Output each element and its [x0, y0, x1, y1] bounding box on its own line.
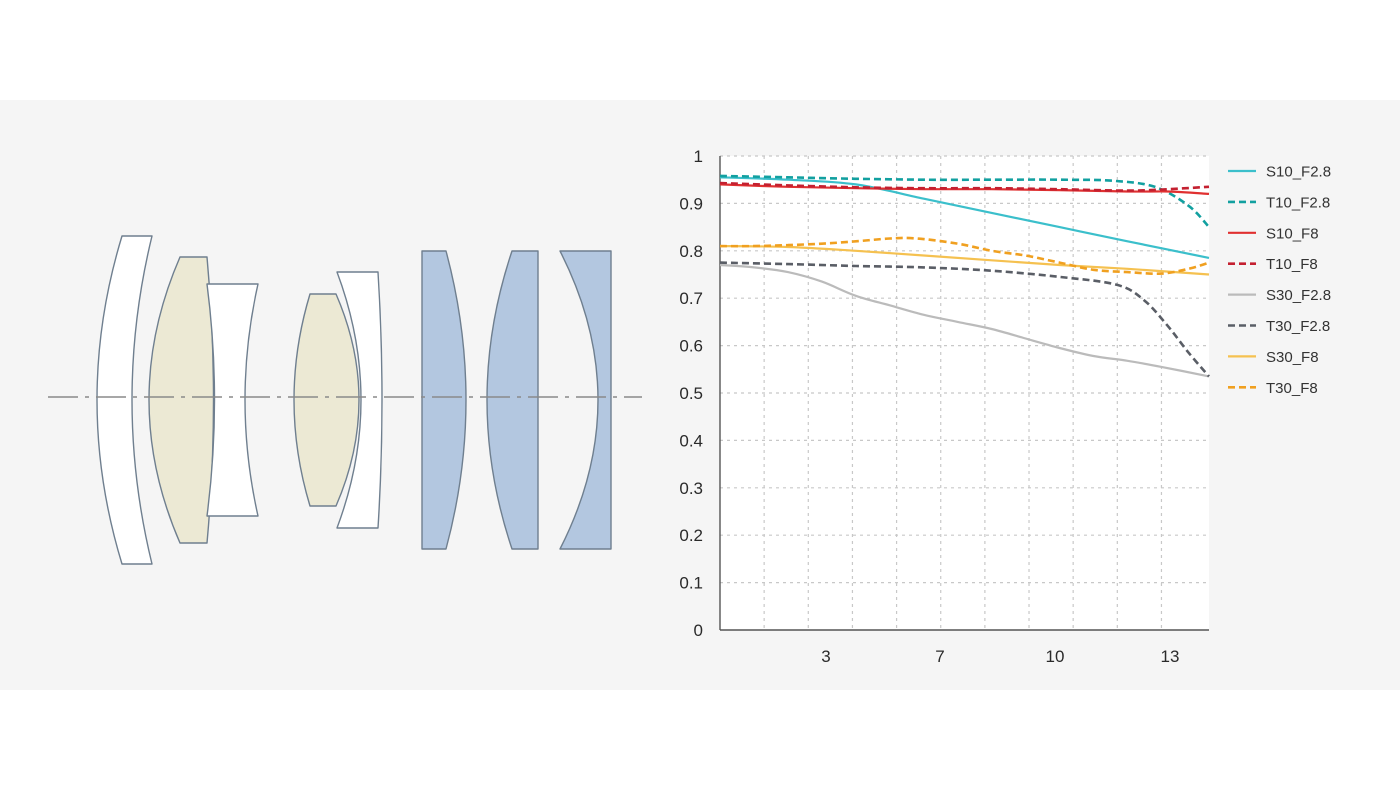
lens-element-6 [421, 250, 467, 550]
y-tick-label: 0.3 [679, 479, 703, 498]
series-line-t10-f2-8 [719, 174, 1210, 228]
y-tick-label: 0.5 [679, 384, 703, 403]
legend-label-t30-f2-8: T30_F2.8 [1266, 318, 1330, 335]
y-tick-label: 0.1 [679, 574, 703, 593]
series-line-s10-f2-8 [719, 176, 1210, 259]
series-line-s30-f8 [719, 245, 1210, 276]
y-tick-label: 0.4 [679, 431, 703, 450]
legend-label-t30-f8: T30_F8 [1266, 380, 1318, 397]
lens-element-8 [559, 250, 612, 550]
lens-element-7 [486, 250, 539, 550]
lens-element-1 [96, 235, 153, 565]
y-tick-label: 0.9 [679, 194, 703, 213]
x-tick-labels: 3 7 10 13 [821, 647, 1179, 666]
lens-diagram [48, 235, 642, 565]
series-line-s30-f2-8 [719, 263, 1210, 378]
series-line-s10-f8 [719, 183, 1210, 195]
x-tick-label: 7 [935, 647, 944, 666]
grid [720, 155, 1209, 630]
x-tick-label: 13 [1161, 647, 1180, 666]
mtf-chart: 0 0.1 0.2 0.3 0.4 0.5 0.6 0.7 0.8 0.9 1 3 7 10 13 S10… [679, 147, 1331, 666]
x-tick-label: 3 [821, 647, 830, 666]
legend-label-s30-f2-8: S30_F2.8 [1266, 287, 1331, 304]
lens-element-2 [148, 256, 215, 544]
series-line-t10-f8 [719, 181, 1210, 192]
legend: S10_F2.8 T10_F2.8 S10_F8 T10_F8 S30_F2.8 T30_… [1228, 164, 1331, 397]
legend-label-t10-f2-8: T10_F2.8 [1266, 194, 1330, 211]
series-lines [719, 174, 1210, 378]
lens-element-3 [206, 283, 259, 517]
x-tick-label: 10 [1046, 647, 1065, 666]
legend-label-s10-f2-8: S10_F2.8 [1266, 164, 1331, 181]
y-tick-label: 1 [694, 147, 703, 166]
y-tick-label: 0.8 [679, 242, 703, 261]
y-tick-labels: 0 0.1 0.2 0.3 0.4 0.5 0.6 0.7 0.8 0.9 1 [679, 147, 703, 640]
series-line-t30-f8 [719, 236, 1210, 276]
lens-element-4 [293, 293, 360, 507]
y-tick-label: 0.6 [679, 337, 703, 356]
legend-label-s30-f8: S30_F8 [1266, 349, 1319, 366]
legend-label-s10-f8: S10_F8 [1266, 225, 1319, 242]
lens-element-5 [336, 271, 383, 529]
y-tick-label: 0.7 [679, 289, 703, 308]
legend-label-t10-f8: T10_F8 [1266, 256, 1318, 273]
y-tick-label: 0.2 [679, 526, 703, 545]
y-tick-label: 0 [694, 621, 703, 640]
axes [719, 156, 1209, 631]
